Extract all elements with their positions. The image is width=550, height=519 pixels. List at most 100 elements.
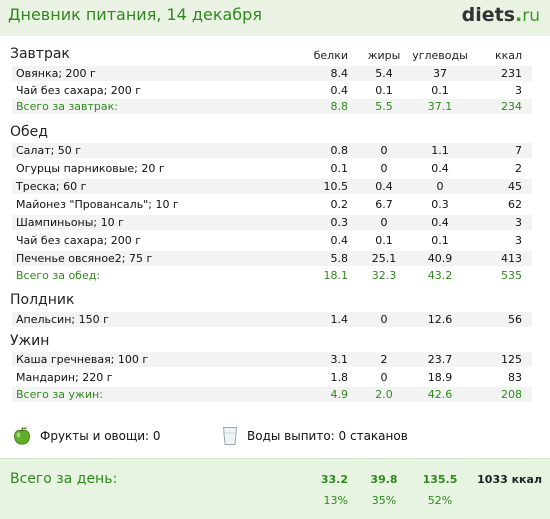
table-row[interactable]: Треска; 60 г 10.5 0.4 0 45 xyxy=(12,179,532,194)
row-kcal: 83 xyxy=(508,371,522,384)
row-fat: 6.7 xyxy=(375,198,393,211)
row-name: Овянка; 200 г xyxy=(16,67,96,80)
total-fat: 2.0 xyxy=(375,388,393,401)
row-name: Чай без сахара; 200 г xyxy=(16,234,142,247)
row-fat: 0 xyxy=(380,371,388,384)
row-protein: 0.4 xyxy=(330,234,349,247)
table-row[interactable]: Каша гречневая; 100 г 3.1 2 23.7 125 xyxy=(12,352,532,367)
row-fat: 0.4 xyxy=(375,180,393,193)
day-kcal: 1033 ккал xyxy=(477,473,542,486)
table-row[interactable]: Чай без сахара; 200 г 0.4 0.1 0.1 3 xyxy=(12,83,532,98)
logo-tld: ru xyxy=(522,6,540,26)
day-fat-percent: 35% xyxy=(371,494,397,507)
row-kcal: 3 xyxy=(515,84,522,97)
column-header-protein: белки xyxy=(313,49,348,62)
total-kcal: 208 xyxy=(501,388,522,401)
day-carbs-percent: 52% xyxy=(427,494,453,507)
logo-main: diets xyxy=(461,4,516,26)
table-row[interactable]: Мандарин; 220 г 1.8 0 18.9 83 xyxy=(12,370,532,385)
column-header-fat: жиры xyxy=(367,49,401,62)
row-name: Апельсин; 150 г xyxy=(16,313,109,326)
table-row[interactable]: Печенье овсяное2; 75 г 5.8 25.1 40.9 413 xyxy=(12,251,532,266)
row-carbs: 0.1 xyxy=(431,234,449,247)
row-kcal: 231 xyxy=(501,67,522,80)
row-kcal: 7 xyxy=(515,144,522,157)
row-protein: 0.3 xyxy=(330,216,349,229)
row-protein: 10.5 xyxy=(323,180,349,193)
total-label: Всего за завтрак: xyxy=(16,100,119,113)
row-kcal: 45 xyxy=(508,180,522,193)
row-protein: 0.2 xyxy=(330,198,349,211)
row-carbs: 12.6 xyxy=(427,313,453,326)
site-logo[interactable]: diets.ru xyxy=(462,4,540,26)
total-label: Всего за обед: xyxy=(16,269,101,282)
row-protein: 1.4 xyxy=(330,313,349,326)
row-protein: 0.1 xyxy=(330,162,349,175)
water-counter: Воды выпито: 0 стаканов xyxy=(247,429,408,443)
row-name: Шампиньоны; 10 г xyxy=(16,216,124,229)
table-row[interactable]: Апельсин; 150 г 1.4 0 12.6 56 xyxy=(12,312,532,327)
row-carbs: 0.3 xyxy=(431,198,449,211)
row-carbs: 37 xyxy=(433,67,447,80)
row-name: Печенье овсяное2; 75 г xyxy=(16,252,153,265)
section-title-breakfast: Завтрак xyxy=(10,46,70,62)
total-label: Всего за ужин: xyxy=(16,388,103,401)
row-carbs: 0.1 xyxy=(431,84,449,97)
day-protein: 33.2 xyxy=(320,473,348,486)
row-name: Салат; 50 г xyxy=(16,144,82,157)
row-fat: 2 xyxy=(380,353,388,366)
section-title-snack: Полдник xyxy=(10,292,75,308)
total-carbs: 42.6 xyxy=(427,388,453,401)
table-row[interactable]: Майонез "Провансаль"; 10 г 0.2 6.7 0.3 6… xyxy=(12,197,532,212)
row-carbs: 18.9 xyxy=(427,371,453,384)
table-row[interactable]: Овянка; 200 г 8.4 5.4 37 231 xyxy=(12,66,532,81)
row-carbs: 0.4 xyxy=(431,216,449,229)
day-protein-percent: 13% xyxy=(323,494,348,507)
row-carbs: 40.9 xyxy=(427,252,453,265)
row-kcal: 3 xyxy=(515,234,522,247)
row-fat: 0 xyxy=(380,162,388,175)
day-carbs: 135.5 xyxy=(422,473,458,486)
total-protein: 18.1 xyxy=(323,269,349,282)
page-title: Дневник питания, 14 декабря xyxy=(8,5,262,24)
total-carbs: 43.2 xyxy=(427,269,453,282)
row-kcal: 413 xyxy=(501,252,522,265)
glass-icon[interactable] xyxy=(222,426,238,446)
row-protein: 0.8 xyxy=(330,144,349,157)
day-total-label: Всего за день: xyxy=(10,471,118,487)
row-protein: 8.4 xyxy=(330,67,349,80)
row-name: Треска; 60 г xyxy=(16,180,87,193)
total-row-breakfast: Всего за завтрак: 8.8 5.5 37.1 234 xyxy=(12,99,532,114)
logo-dot: . xyxy=(515,4,523,26)
total-row-lunch: Всего за обед: 18.1 32.3 43.2 535 xyxy=(12,268,532,283)
total-fat: 32.3 xyxy=(371,269,397,282)
row-name: Огурцы парниковые; 20 г xyxy=(16,162,165,175)
row-fat: 0 xyxy=(380,313,388,326)
fruits-counter: Фрукты и овощи: 0 xyxy=(40,429,161,443)
total-fat: 5.5 xyxy=(375,100,393,113)
row-kcal: 56 xyxy=(508,313,522,326)
table-row[interactable]: Огурцы парниковые; 20 г 0.1 0 0.4 2 xyxy=(12,161,532,176)
row-fat: 25.1 xyxy=(371,252,397,265)
total-row-dinner: Всего за ужин: 4.9 2.0 42.6 208 xyxy=(12,387,532,402)
row-protein: 5.8 xyxy=(330,252,349,265)
row-kcal: 2 xyxy=(515,162,522,175)
row-carbs: 0 xyxy=(436,180,444,193)
table-row[interactable]: Чай без сахара; 200 г 0.4 0.1 0.1 3 xyxy=(12,233,532,248)
row-fat: 0 xyxy=(380,144,388,157)
total-kcal: 535 xyxy=(501,269,522,282)
total-carbs: 37.1 xyxy=(427,100,453,113)
table-row[interactable]: Шампиньоны; 10 г 0.3 0 0.4 3 xyxy=(12,215,532,230)
row-protein: 0.4 xyxy=(330,84,349,97)
column-header-carbs: углеводы xyxy=(412,49,468,62)
column-header-kcal: ккал xyxy=(494,49,522,62)
row-protein: 1.8 xyxy=(330,371,349,384)
table-row[interactable]: Салат; 50 г 0.8 0 1.1 7 xyxy=(12,143,532,158)
total-protein: 8.8 xyxy=(330,100,349,113)
row-fat: 5.4 xyxy=(375,67,393,80)
row-name: Мандарин; 220 г xyxy=(16,371,113,384)
row-carbs: 0.4 xyxy=(431,162,449,175)
section-title-dinner: Ужин xyxy=(10,333,50,349)
apple-icon[interactable] xyxy=(12,426,32,446)
row-name: Чай без сахара; 200 г xyxy=(16,84,142,97)
